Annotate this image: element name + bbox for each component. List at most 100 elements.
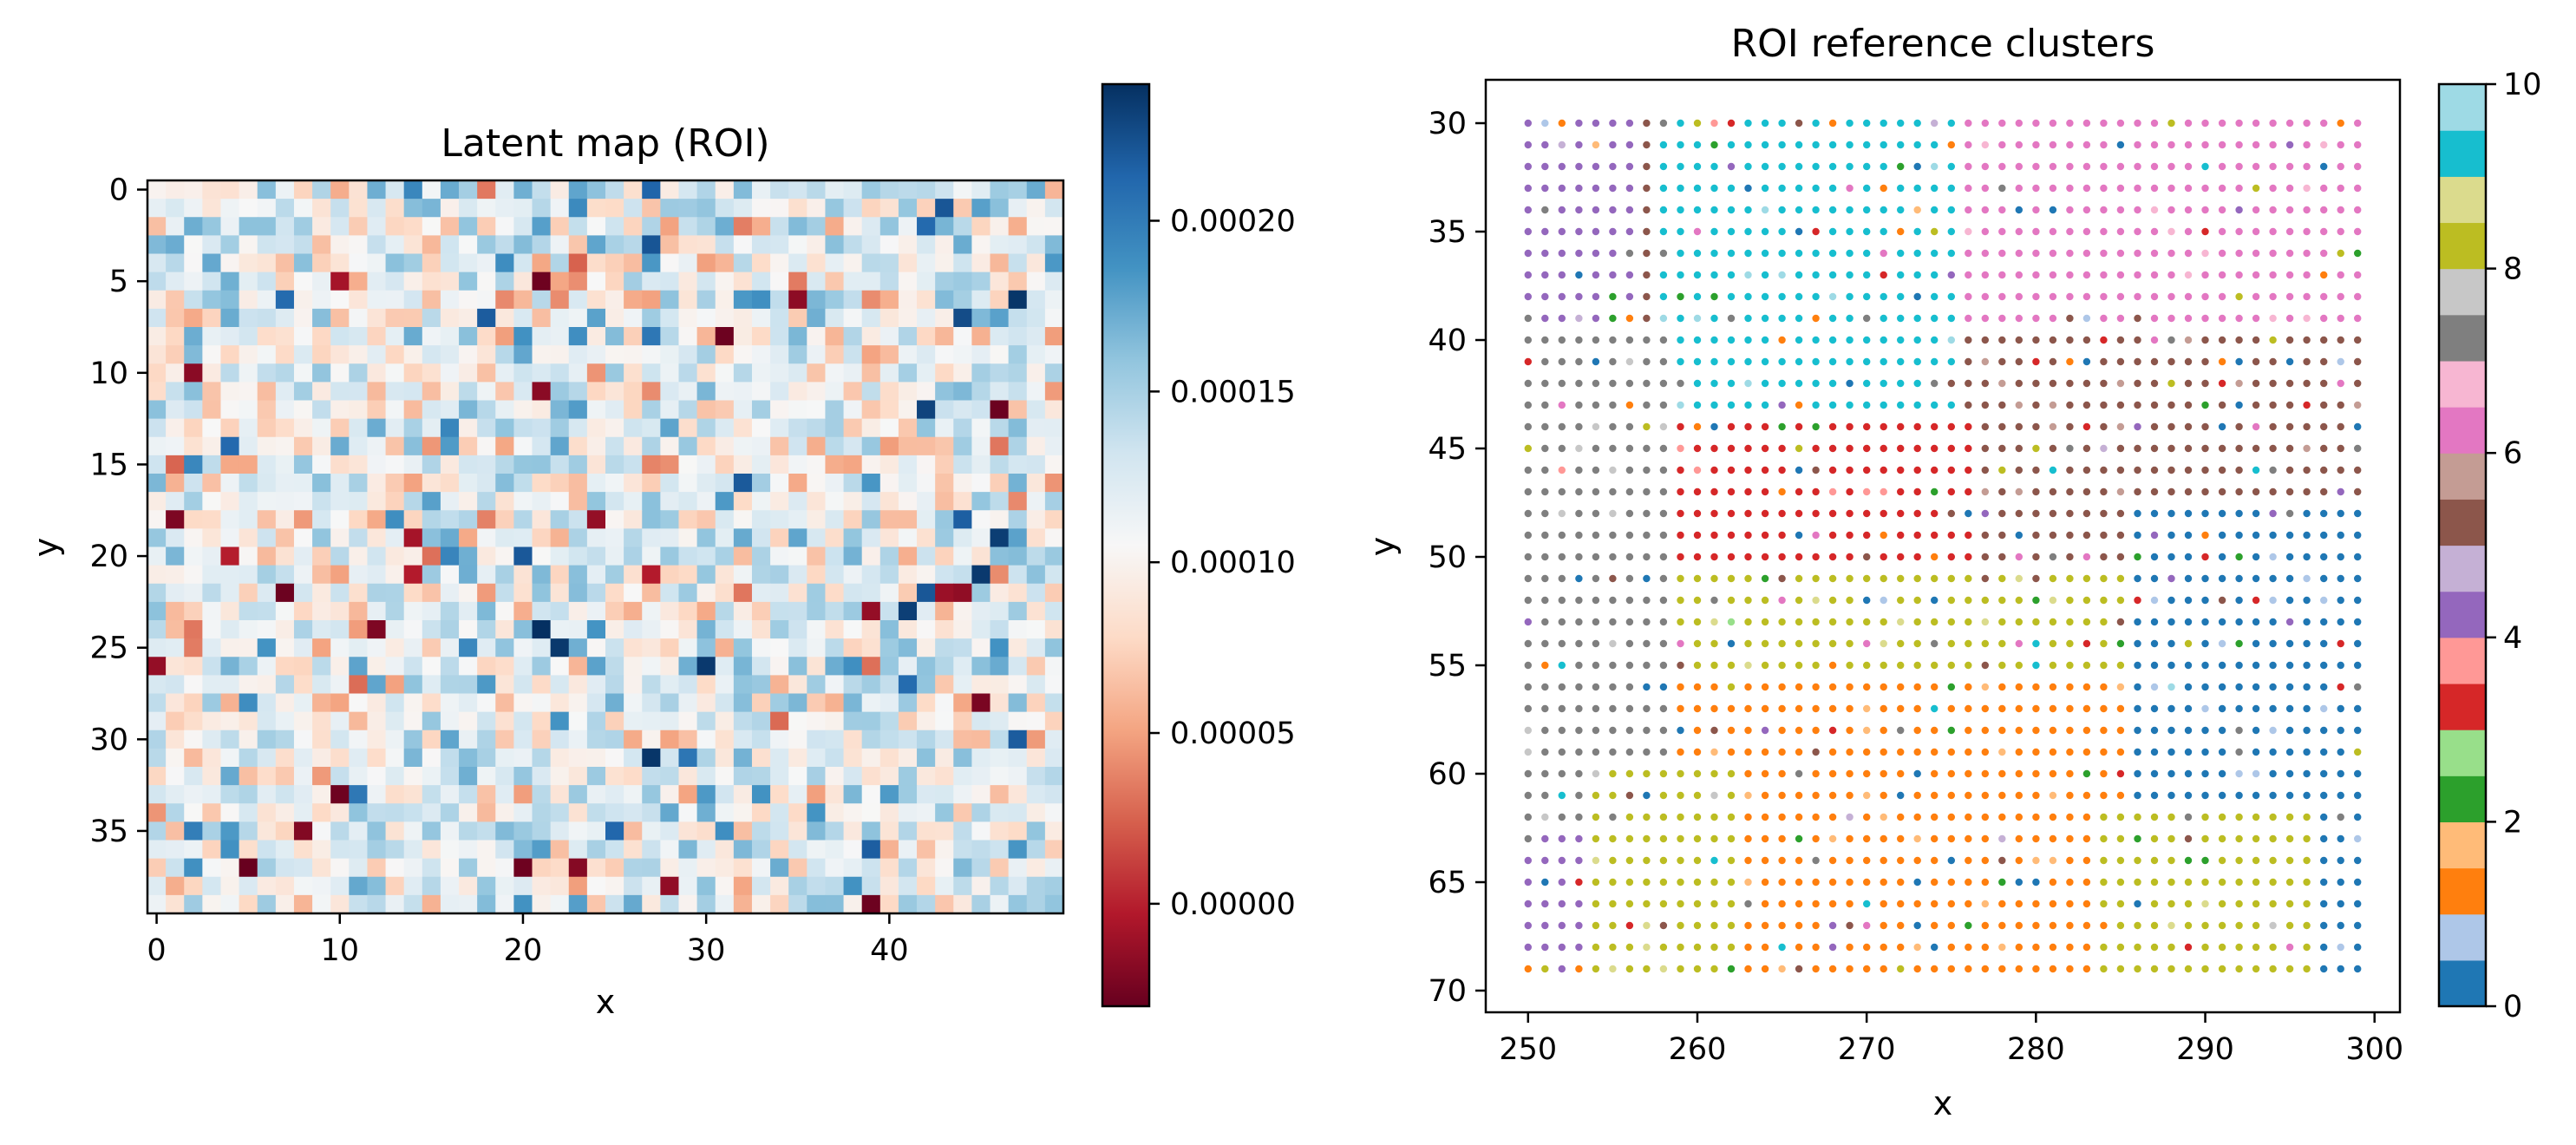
heatmap-cell	[971, 657, 991, 676]
scatter-point	[1761, 791, 1769, 800]
heatmap-cell	[605, 620, 624, 639]
heatmap-cell	[184, 327, 203, 346]
scatter-point	[1541, 553, 1549, 561]
heatmap-cell	[678, 363, 698, 383]
scatter-point	[1812, 661, 1820, 670]
scatter-point	[2150, 466, 2159, 474]
scatter-point	[2066, 141, 2074, 149]
heatmap-cell	[696, 253, 716, 273]
heatmap-cell	[642, 308, 661, 328]
scatter-point	[1846, 487, 1854, 496]
scatter-point	[2184, 487, 2193, 496]
scatter-point	[2320, 292, 2328, 301]
scatter-point	[2015, 834, 2023, 843]
heatmap-cell	[1026, 785, 1046, 804]
scatter-point	[2269, 531, 2277, 540]
heatmap-cell	[898, 583, 918, 603]
scatter-point	[2201, 162, 2209, 171]
heatmap-cell	[770, 272, 789, 291]
scatter-point	[1744, 748, 1752, 756]
heatmap-cell	[1044, 876, 1064, 896]
heatmap-cell	[403, 601, 423, 621]
heatmap-cell	[990, 894, 1010, 914]
scatter-point	[2235, 683, 2243, 691]
scatter-point	[2201, 943, 2209, 952]
heatmap-cell	[624, 363, 643, 383]
scatter-point	[2082, 921, 2091, 930]
heatmap-cell	[715, 546, 735, 566]
heatmap-cell	[807, 308, 827, 328]
heatmap-cell	[843, 601, 863, 621]
scatter-point	[2320, 553, 2328, 561]
heatmap-cell	[550, 400, 570, 420]
scatter-point	[2184, 336, 2193, 344]
scatter-point	[1625, 422, 1634, 431]
scatter-point	[2134, 509, 2141, 518]
scatter-point	[2015, 119, 2023, 128]
scatter-point	[1693, 856, 1702, 865]
heatmap-cell	[184, 455, 203, 474]
heatmap-cell	[807, 638, 827, 658]
heatmap-cell	[477, 675, 496, 695]
heatmap-cell	[403, 730, 423, 749]
scatter-point	[2320, 574, 2328, 583]
scatter-point	[1575, 271, 1583, 279]
heatmap-cell	[807, 767, 827, 786]
scatter-point	[2100, 357, 2108, 366]
heatmap-cell	[459, 418, 478, 438]
heatmap-cell	[990, 345, 1010, 364]
scatter-point	[1913, 574, 1921, 583]
heatmap-cell	[495, 290, 514, 310]
heatmap-cell	[459, 235, 478, 255]
heatmap-cell	[202, 785, 222, 804]
heatmap-cell	[367, 217, 387, 236]
scatter-colorbar-segment	[2439, 360, 2486, 408]
scatter-point	[1947, 184, 1955, 193]
scatter-point	[2116, 943, 2125, 952]
heatmap-cell	[990, 693, 1010, 713]
heatmap-cell	[477, 528, 496, 548]
heatmap-cell	[953, 858, 972, 878]
scatter-point	[2285, 357, 2294, 366]
heatmap-cell	[733, 858, 753, 878]
heatmap-cell	[678, 546, 698, 566]
heatmap-cell	[807, 510, 827, 529]
heatmap-cell	[293, 363, 313, 383]
scatter-point	[1998, 184, 2006, 193]
heatmap-cell	[312, 418, 331, 438]
scatter-point	[1643, 141, 1651, 149]
scatter-point	[1744, 965, 1752, 973]
scatter-point	[1761, 531, 1769, 540]
scatter-point	[1812, 466, 1820, 474]
scatter-point	[1761, 249, 1769, 258]
heatmap-cell	[312, 546, 331, 566]
heatmap-cell	[788, 767, 807, 786]
scatter-point	[1981, 618, 1989, 626]
heatmap-cell	[879, 894, 899, 914]
heatmap-cell	[403, 510, 423, 529]
heatmap-cell	[403, 272, 423, 291]
scatter-point	[2235, 227, 2243, 236]
scatter-point	[1609, 119, 1617, 128]
heatmap-cell	[660, 546, 680, 566]
heatmap-cell	[642, 180, 661, 200]
scatter-point	[2167, 878, 2175, 887]
heatmap-cell	[275, 400, 295, 420]
scatter-point	[1897, 444, 1905, 453]
scatter-point	[1778, 141, 1786, 149]
heatmap-cell	[293, 601, 313, 621]
heatmap-cell	[220, 657, 240, 676]
scatter-point	[1931, 639, 1939, 648]
scatter-point	[2337, 531, 2344, 540]
scatter-point	[1558, 271, 1566, 279]
scatter-point	[2134, 856, 2141, 865]
scatter-point	[2032, 661, 2040, 670]
scatter-point	[1913, 119, 1921, 128]
scatter-point	[1558, 574, 1566, 583]
heatmap-cell	[349, 180, 369, 200]
heatmap-cell	[642, 638, 661, 658]
scatter-ytick-label: 50	[1428, 540, 1467, 575]
scatter-point	[1795, 965, 1803, 973]
heatmap-cell	[642, 785, 661, 804]
